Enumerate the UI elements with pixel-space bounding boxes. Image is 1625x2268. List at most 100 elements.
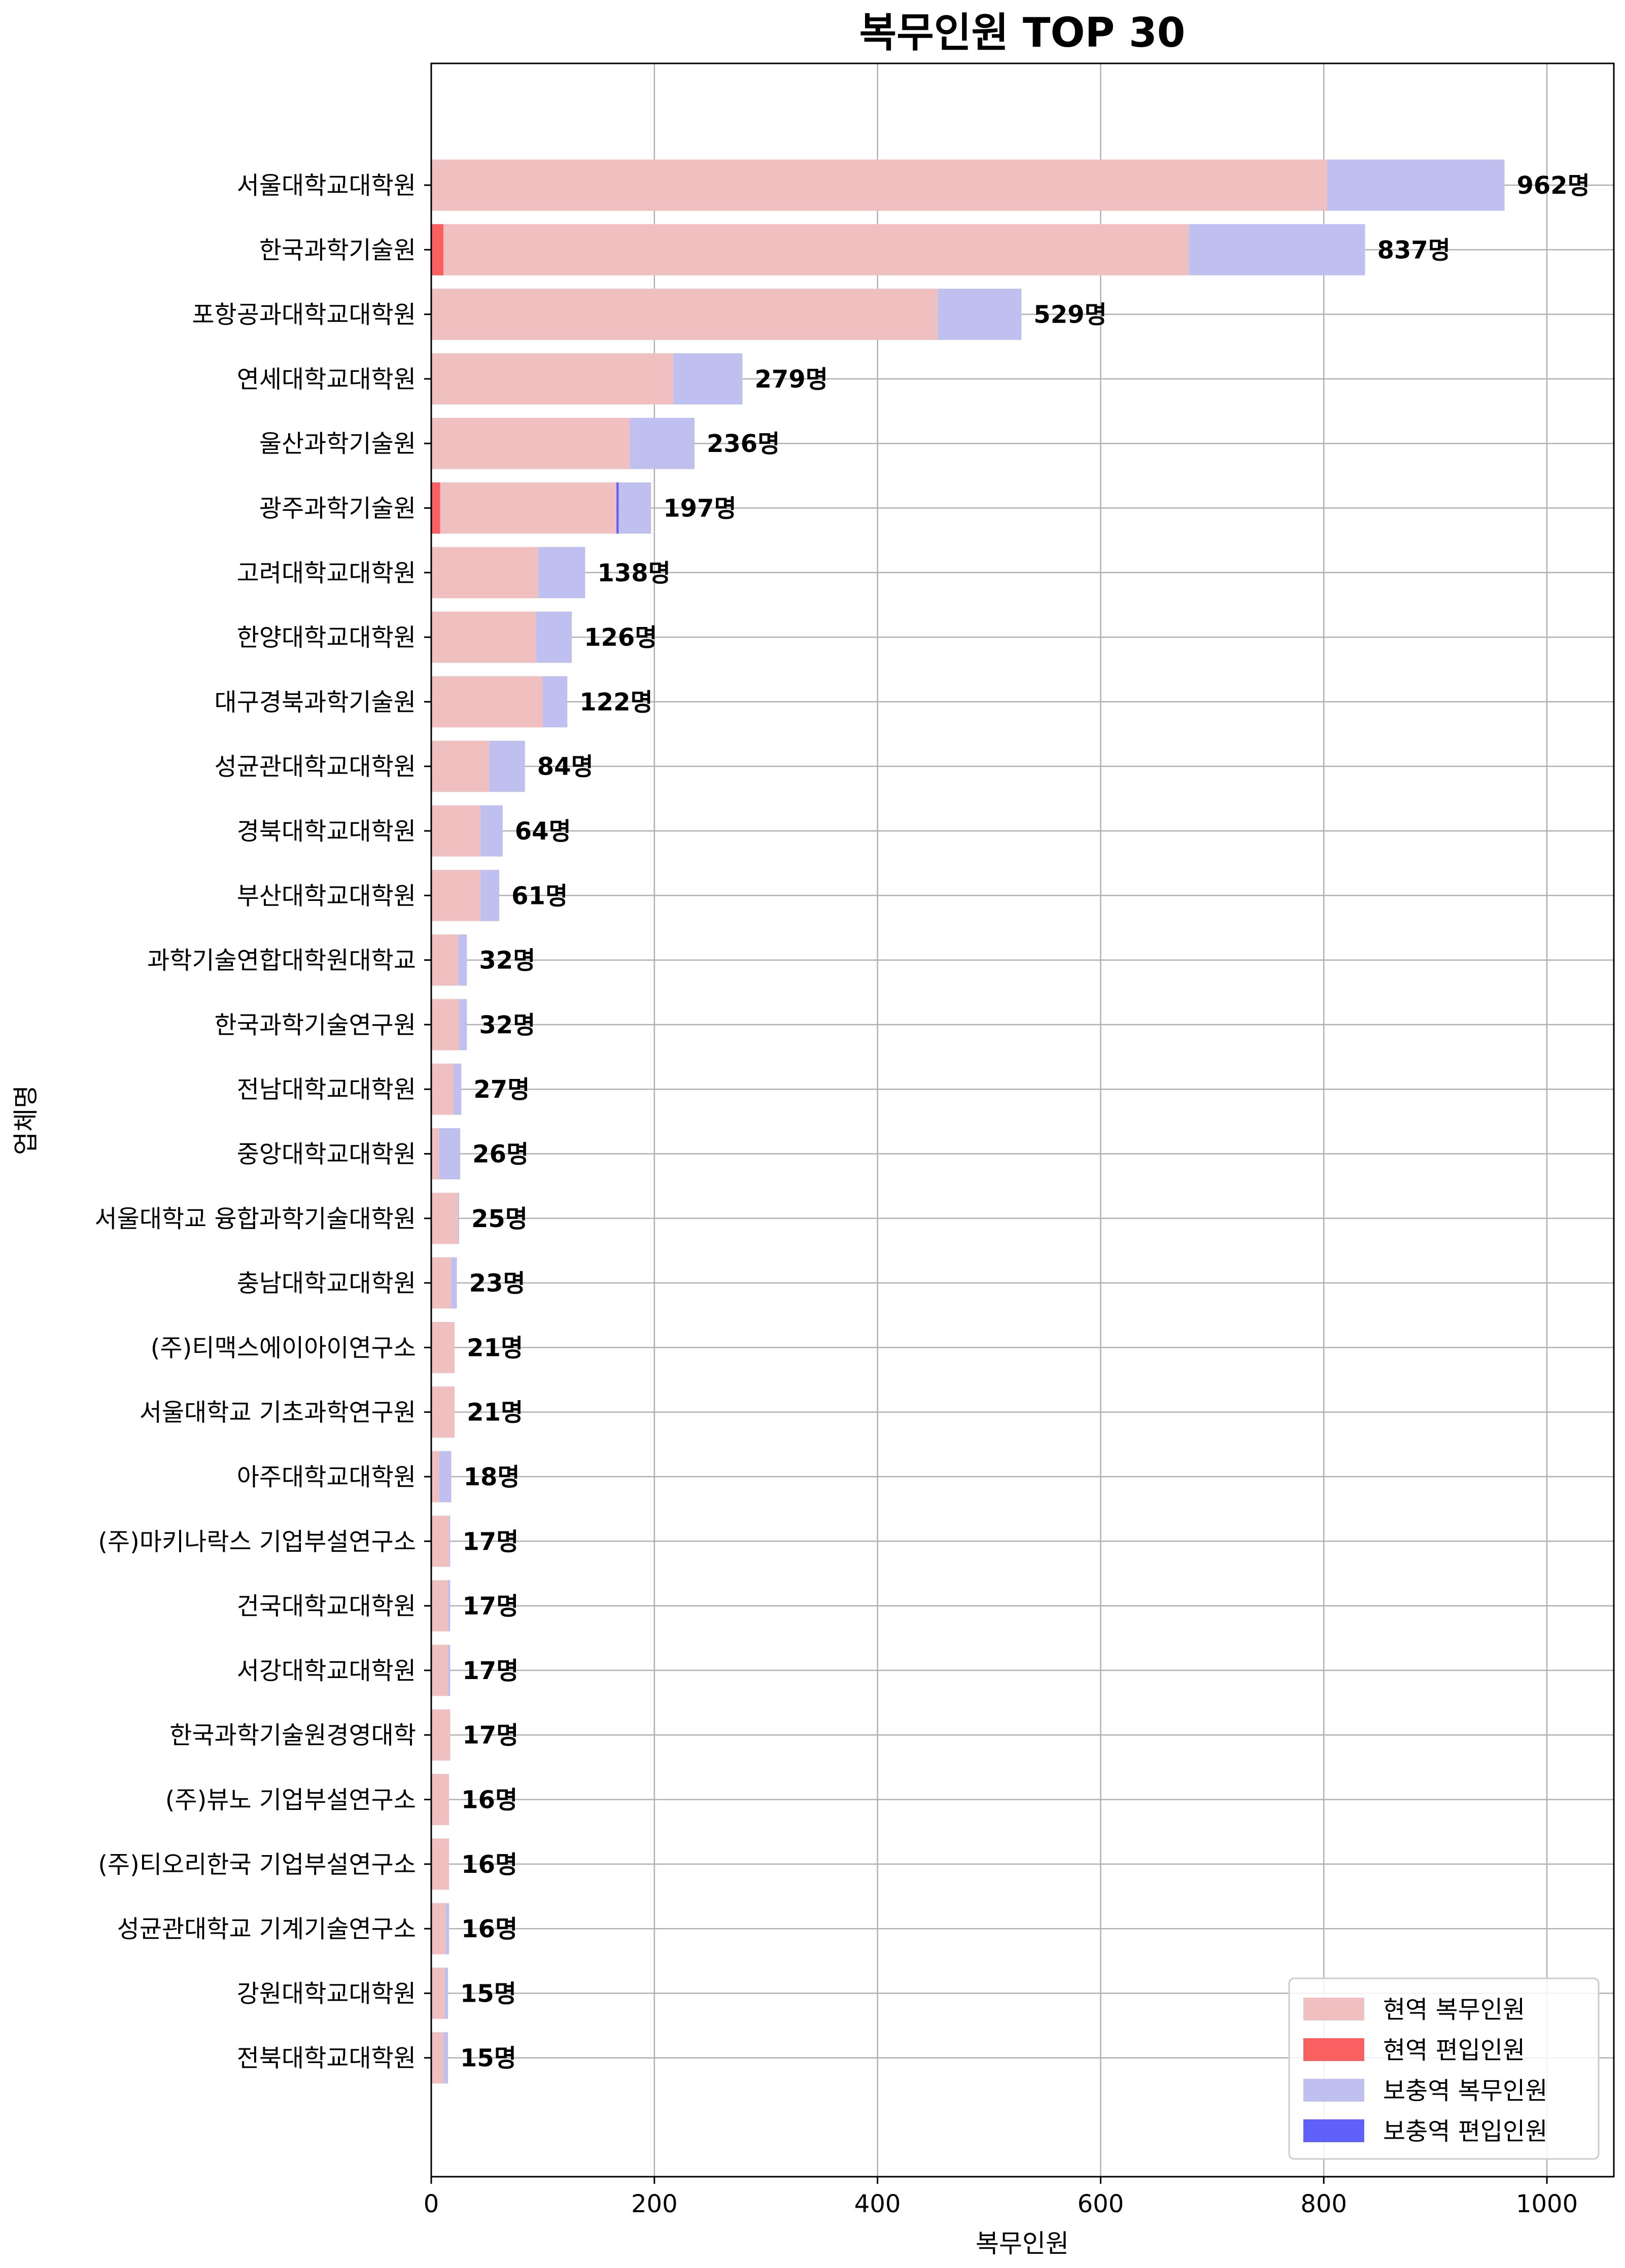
- y-tick-label: (주)티오리한국 기업부설연구소: [98, 1851, 416, 1879]
- y-axis-title: 업체명: [11, 1085, 41, 1155]
- y-tick-label: 서울대학교 기초과학연구원: [140, 1399, 416, 1427]
- y-tick-label: 아주대학교대학원: [237, 1463, 416, 1491]
- bar-segment: [431, 741, 490, 792]
- bar-segment: [431, 159, 1327, 211]
- bar-segment: [536, 611, 572, 663]
- y-tick-label: 연세대학교대학원: [237, 365, 416, 394]
- bar-segment: [673, 353, 743, 405]
- data-label: 236명: [707, 430, 780, 458]
- bar-segment: [453, 1063, 462, 1115]
- bar-segment: [431, 1838, 450, 1890]
- legend-label: 보충역 편입인원: [1383, 2117, 1547, 2146]
- bar-segment: [431, 999, 459, 1051]
- bar-segment: [439, 1451, 452, 1503]
- axes: 서울대학교대학원한국과학기술원포항공과대학교대학원연세대학교대학원울산과학기술원…: [95, 171, 1578, 2218]
- y-tick-label: 전북대학교대학원: [237, 2044, 416, 2073]
- bar-segment: [480, 869, 500, 921]
- bar-segment: [431, 805, 480, 857]
- y-tick-label: 서강대학교대학원: [237, 1657, 416, 1685]
- data-label: 126명: [584, 623, 657, 652]
- bar-segment: [431, 482, 440, 534]
- bar-segment: [431, 934, 458, 986]
- data-label: 26명: [472, 1140, 529, 1169]
- data-label: 25명: [471, 1205, 528, 1233]
- y-tick-label: 부산대학교대학원: [237, 882, 416, 910]
- bar-segment: [431, 869, 480, 921]
- y-tick-label: 대구경북과학기술원: [215, 688, 416, 716]
- legend-swatch: [1303, 2038, 1364, 2061]
- data-label: 837명: [1377, 236, 1450, 264]
- bar-segment: [431, 676, 543, 727]
- bar-segment: [431, 1193, 458, 1244]
- bar-segment: [431, 1515, 450, 1567]
- bar-segment: [431, 1257, 452, 1309]
- data-label: 32명: [479, 1011, 535, 1039]
- data-label: 197명: [663, 495, 736, 523]
- bar-segment: [538, 547, 585, 599]
- data-label: 17명: [462, 1527, 518, 1556]
- bar-segment: [431, 2032, 444, 2084]
- bar-segment: [431, 1774, 450, 1825]
- data-label: 138명: [597, 559, 670, 587]
- x-tick-label: 600: [1078, 2190, 1124, 2218]
- y-tick-label: 서울대학교대학원: [237, 171, 416, 200]
- x-tick-label: 400: [854, 2190, 901, 2218]
- bar-segment: [431, 1580, 448, 1632]
- y-tick-label: 한국과학기술원: [259, 236, 416, 264]
- legend-swatch: [1303, 1998, 1364, 2020]
- bar-segment: [451, 1257, 457, 1309]
- y-tick-label: (주)마키나락스 기업부설연구소: [98, 1527, 416, 1556]
- legend-swatch: [1303, 2079, 1364, 2102]
- data-label: 17명: [462, 1657, 518, 1685]
- y-tick-label: (주)뷰노 기업부설연구소: [165, 1786, 416, 1815]
- data-label: 23명: [469, 1269, 526, 1298]
- data-label: 16명: [461, 1786, 517, 1815]
- data-label: 17명: [462, 1592, 518, 1621]
- bar-segment: [431, 1451, 439, 1503]
- data-label: 21명: [467, 1334, 523, 1362]
- plot-frame: [430, 62, 1615, 2178]
- x-tick-label: 1000: [1516, 2190, 1578, 2218]
- bar-segment: [630, 417, 695, 469]
- bar-segment: [618, 482, 651, 534]
- bar-segment: [431, 611, 536, 663]
- bar-segment: [489, 741, 525, 792]
- bar-segment: [431, 1063, 454, 1115]
- y-tick-label: 한국과학기술연구원: [215, 1011, 416, 1039]
- data-label: 32명: [479, 947, 535, 975]
- data-label: 529명: [1033, 301, 1107, 329]
- x-tick-label: 800: [1300, 2190, 1347, 2218]
- bar-segment: [445, 1903, 450, 1955]
- x-axis-title: 복무인원: [976, 2229, 1069, 2258]
- data-label: 962명: [1516, 171, 1589, 200]
- bar-segment: [938, 289, 1022, 340]
- y-tick-label: 건국대학교대학원: [237, 1592, 416, 1621]
- y-tick-label: 경북대학교대학원: [237, 817, 416, 846]
- data-label: 16명: [461, 1851, 517, 1879]
- bar-segment: [431, 1967, 445, 2019]
- bar-segment: [458, 934, 467, 986]
- y-tick-label: 한양대학교대학원: [237, 623, 416, 652]
- bar-segment: [444, 1967, 448, 2019]
- y-tick-label: 포항공과대학교대학원: [192, 301, 416, 329]
- bar-segment: [1327, 159, 1505, 211]
- legend-label: 현역 복무인원: [1383, 1996, 1525, 2024]
- data-label: 21명: [467, 1399, 523, 1427]
- y-tick-label: 울산과학기술원: [259, 430, 416, 458]
- data-label: 279명: [755, 365, 828, 394]
- bar-segment: [431, 1321, 455, 1373]
- legend-label: 현역 편입인원: [1383, 2036, 1525, 2065]
- bar-segment: [431, 353, 674, 405]
- x-tick-label: 200: [631, 2190, 678, 2218]
- bar-segment: [616, 482, 619, 534]
- y-tick-label: 성균관대학교 기계기술연구소: [117, 1915, 416, 1943]
- y-tick-label: 중앙대학교대학원: [237, 1140, 416, 1169]
- data-label: 15명: [460, 2044, 516, 2073]
- bar-segment: [431, 417, 630, 469]
- data-label: 122명: [579, 688, 652, 716]
- y-tick-label: 충남대학교대학원: [237, 1269, 416, 1298]
- value-labels: 962명 837명 529명 279명 236명 197명 138명 126명 122명 84명 6…: [460, 171, 1590, 2073]
- bar-segment: [431, 1386, 455, 1438]
- y-tick-label: 고려대학교대학원: [237, 559, 416, 587]
